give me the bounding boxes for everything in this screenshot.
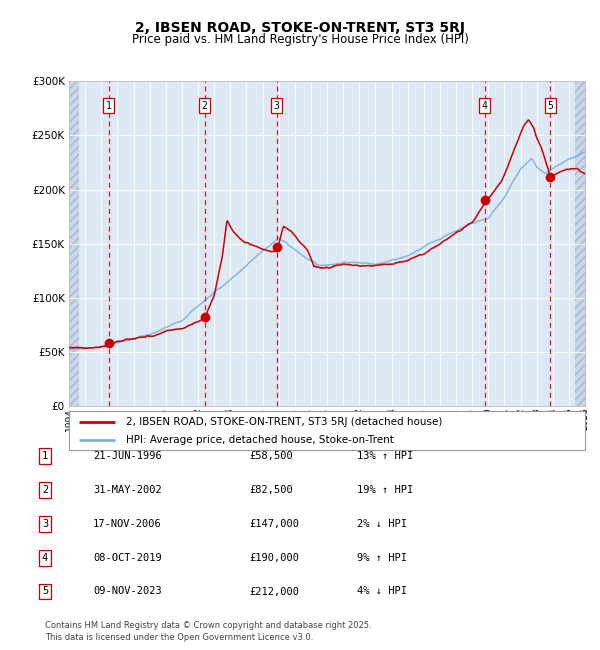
Text: Price paid vs. HM Land Registry's House Price Index (HPI): Price paid vs. HM Land Registry's House … xyxy=(131,32,469,46)
Text: 4: 4 xyxy=(42,552,48,563)
Text: HPI: Average price, detached house, Stoke-on-Trent: HPI: Average price, detached house, Stok… xyxy=(126,435,394,445)
Text: 9% ↑ HPI: 9% ↑ HPI xyxy=(357,552,407,563)
Text: 3: 3 xyxy=(42,519,48,529)
Text: 2% ↓ HPI: 2% ↓ HPI xyxy=(357,519,407,529)
FancyBboxPatch shape xyxy=(69,411,585,450)
Text: £82,500: £82,500 xyxy=(249,485,293,495)
Text: 1: 1 xyxy=(106,101,112,111)
Text: 21-JUN-1996: 21-JUN-1996 xyxy=(93,451,162,462)
Text: 4: 4 xyxy=(482,101,487,111)
Text: 5: 5 xyxy=(548,101,553,111)
Text: 08-OCT-2019: 08-OCT-2019 xyxy=(93,552,162,563)
Text: £147,000: £147,000 xyxy=(249,519,299,529)
Text: 2: 2 xyxy=(202,101,208,111)
Text: £58,500: £58,500 xyxy=(249,451,293,462)
Text: 4% ↓ HPI: 4% ↓ HPI xyxy=(357,586,407,597)
Text: 13% ↑ HPI: 13% ↑ HPI xyxy=(357,451,413,462)
Text: 09-NOV-2023: 09-NOV-2023 xyxy=(93,586,162,597)
Text: 2, IBSEN ROAD, STOKE-ON-TRENT, ST3 5RJ (detached house): 2, IBSEN ROAD, STOKE-ON-TRENT, ST3 5RJ (… xyxy=(126,417,442,427)
Text: Contains HM Land Registry data © Crown copyright and database right 2025.
This d: Contains HM Land Registry data © Crown c… xyxy=(45,621,371,642)
Text: 3: 3 xyxy=(274,101,280,111)
Text: 2: 2 xyxy=(42,485,48,495)
Text: 17-NOV-2006: 17-NOV-2006 xyxy=(93,519,162,529)
Text: 2, IBSEN ROAD, STOKE-ON-TRENT, ST3 5RJ: 2, IBSEN ROAD, STOKE-ON-TRENT, ST3 5RJ xyxy=(135,21,465,35)
Text: 31-MAY-2002: 31-MAY-2002 xyxy=(93,485,162,495)
Text: 19% ↑ HPI: 19% ↑ HPI xyxy=(357,485,413,495)
Text: 1: 1 xyxy=(42,451,48,462)
Bar xyxy=(69,81,79,406)
Text: £190,000: £190,000 xyxy=(249,552,299,563)
Text: £212,000: £212,000 xyxy=(249,586,299,597)
Text: 5: 5 xyxy=(42,586,48,597)
Bar xyxy=(575,81,585,406)
